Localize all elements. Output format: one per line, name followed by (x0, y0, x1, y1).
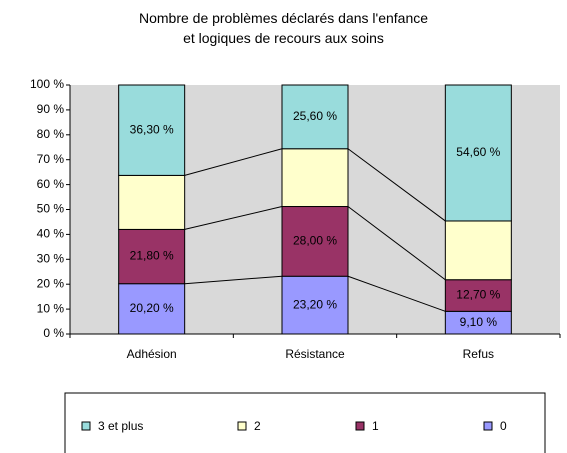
series-line (184, 148, 283, 176)
y-tick-label: 80 % (37, 127, 65, 141)
y-tick-label: 10 % (37, 301, 65, 315)
legend-swatch (483, 421, 493, 431)
data-label: 36,30 % (130, 122, 174, 136)
series-line (347, 206, 446, 281)
bar-segment (118, 174, 186, 230)
data-label: 28,00 % (293, 234, 337, 248)
series-line (184, 275, 283, 285)
series-line (184, 206, 283, 230)
legend-box (64, 392, 546, 453)
y-tick-label: 50 % (37, 202, 65, 216)
y-tick-label: 70 % (37, 152, 65, 166)
y-tick-label: 30 % (37, 251, 65, 265)
y-tick-label: 100 % (30, 77, 64, 91)
data-label: 12,70 % (456, 288, 500, 302)
data-label: 54,60 % (456, 145, 500, 159)
y-tick-label: 90 % (37, 102, 65, 116)
y-tick-label: 60 % (37, 177, 65, 191)
legend-label: 1 (372, 419, 379, 433)
data-label: 23,20 % (293, 297, 337, 311)
bar-segment (444, 84, 512, 222)
y-tick-label: 0 % (43, 326, 64, 340)
y-tick-label: 20 % (37, 276, 65, 290)
bar-segment (281, 148, 349, 208)
legend-label: 3 et plus (98, 419, 143, 433)
legend-label: 0 (500, 419, 507, 433)
chart-title: Nombre de problèmes déclarés dans l'enfa… (138, 10, 429, 46)
bar-segment (118, 283, 186, 335)
x-tick-label: Adhésion (127, 347, 177, 361)
bar-segment (118, 84, 186, 176)
legend-swatch (355, 421, 365, 431)
data-label: 9,10 % (460, 315, 498, 329)
data-label: 25,60 % (293, 109, 337, 123)
data-label: 21,80 % (130, 249, 174, 263)
bar-segment (281, 206, 349, 277)
x-tick-label: Résistance (285, 347, 345, 361)
data-label: 20,20 % (130, 301, 174, 315)
bar-segment (444, 220, 512, 281)
bar-segment (118, 228, 186, 285)
legend-label: 2 (254, 419, 261, 433)
x-tick-label: Refus (463, 347, 494, 361)
bar-segment (444, 279, 512, 312)
legend-swatch (237, 421, 247, 431)
bar-segment (281, 84, 349, 150)
legend-swatch (81, 421, 91, 431)
bar-segment (281, 275, 349, 335)
series-line (347, 148, 446, 222)
y-tick-label: 40 % (37, 227, 65, 241)
series-line (347, 275, 446, 312)
